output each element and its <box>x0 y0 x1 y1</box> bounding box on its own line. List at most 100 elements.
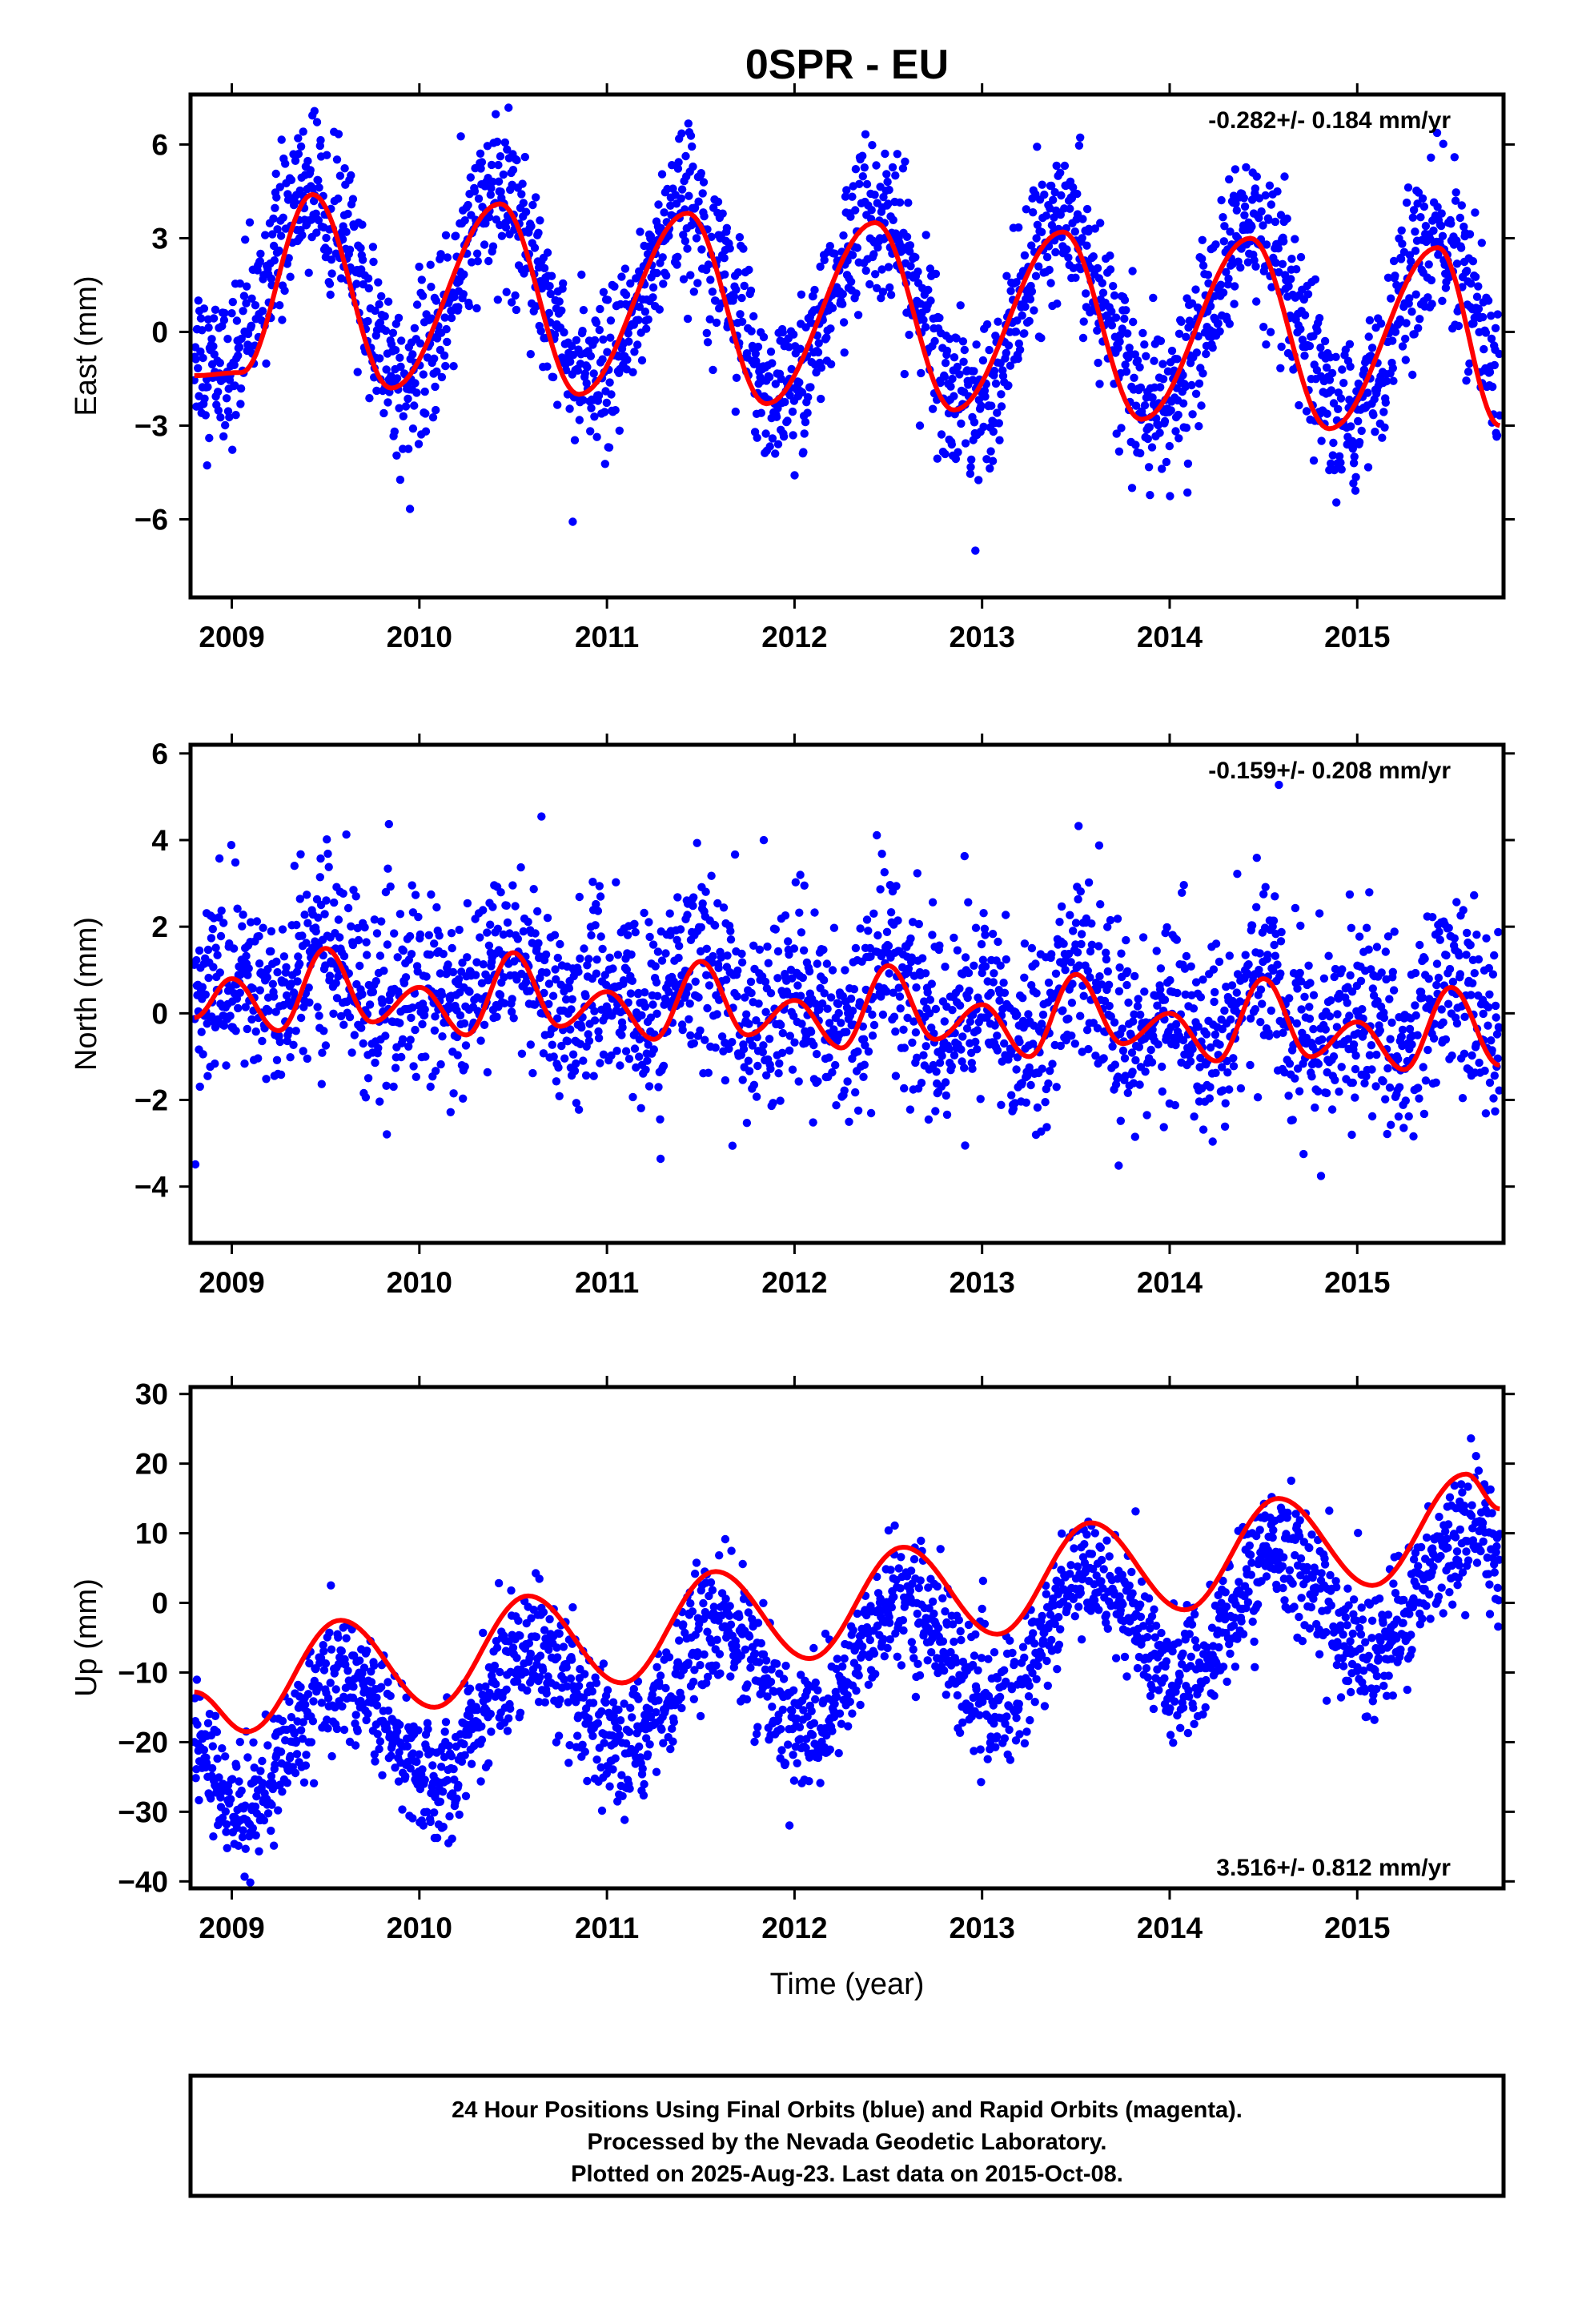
data-points-group <box>191 1434 1504 1887</box>
data-point <box>885 969 893 978</box>
data-point <box>950 1051 959 1060</box>
data-point <box>413 967 422 976</box>
data-point <box>1475 1058 1484 1068</box>
data-point <box>537 284 547 293</box>
data-point <box>618 1023 627 1032</box>
data-point <box>241 1844 250 1853</box>
data-point <box>619 976 628 985</box>
data-point <box>1261 191 1270 200</box>
data-point <box>891 171 900 180</box>
data-points-group <box>191 780 1504 1180</box>
data-point <box>935 1059 945 1068</box>
data-point <box>369 257 378 267</box>
data-point <box>998 372 1008 380</box>
data-point <box>227 309 236 318</box>
data-point <box>1491 1107 1500 1116</box>
data-point <box>587 931 596 940</box>
data-point <box>247 321 256 330</box>
data-point <box>194 364 203 372</box>
data-point <box>1285 994 1294 1003</box>
data-point <box>1114 447 1124 456</box>
data-point <box>923 988 932 997</box>
data-point <box>1152 947 1161 955</box>
data-point <box>941 449 950 459</box>
data-point <box>929 1060 938 1070</box>
data-point <box>1147 443 1157 452</box>
data-point <box>1083 967 1093 975</box>
data-point <box>657 170 667 179</box>
data-point <box>484 213 494 222</box>
data-point <box>1401 1096 1411 1105</box>
data-point <box>227 1795 235 1803</box>
data-point <box>895 992 905 1001</box>
data-point <box>1220 1006 1229 1015</box>
data-point <box>858 151 867 160</box>
data-point <box>1135 363 1144 372</box>
data-point <box>1362 1072 1371 1081</box>
data-point <box>679 275 689 283</box>
data-point <box>1202 349 1211 359</box>
data-point <box>278 925 287 934</box>
data-point <box>981 392 990 401</box>
data-point <box>578 327 587 336</box>
data-point <box>906 262 915 271</box>
data-point <box>1280 172 1289 181</box>
data-point <box>245 218 255 227</box>
data-point <box>577 270 586 279</box>
data-point <box>579 306 588 315</box>
data-point <box>1307 1072 1316 1081</box>
data-point <box>839 318 849 327</box>
x-tick-label: 2011 <box>575 1266 639 1299</box>
data-point <box>938 1051 946 1060</box>
data-point <box>209 314 219 323</box>
data-point <box>745 1019 753 1028</box>
data-point <box>317 1699 326 1707</box>
data-point <box>610 282 619 291</box>
data-point <box>958 1032 967 1041</box>
data-point <box>1299 1149 1308 1159</box>
data-point <box>524 917 532 927</box>
data-point <box>383 297 393 306</box>
data-point <box>1407 308 1416 316</box>
data-point <box>1480 1066 1489 1076</box>
data-point <box>240 1059 249 1068</box>
data-point <box>845 1117 853 1127</box>
data-point <box>677 185 687 194</box>
data-point <box>1474 955 1484 964</box>
data-point <box>1383 1129 1391 1139</box>
data-point <box>661 949 670 958</box>
x-tick-label: 2013 <box>950 621 1015 653</box>
data-point <box>962 1024 972 1033</box>
data-point <box>712 318 721 328</box>
data-point <box>456 1011 465 1020</box>
data-point <box>803 408 812 417</box>
data-point <box>1140 340 1149 349</box>
data-point <box>1481 328 1491 337</box>
data-point <box>1027 287 1037 296</box>
data-point <box>1225 1085 1234 1094</box>
data-point <box>1031 271 1041 280</box>
data-point <box>323 151 331 159</box>
data-point <box>754 999 763 1008</box>
data-point <box>1246 1060 1255 1070</box>
data-point <box>1387 1120 1395 1129</box>
data-point <box>1257 207 1266 216</box>
data-point <box>1378 433 1387 442</box>
data-point <box>1204 279 1213 287</box>
data-point <box>271 203 279 212</box>
data-point <box>331 1703 339 1712</box>
data-point <box>1432 128 1442 138</box>
data-point <box>1411 968 1420 978</box>
data-point <box>1455 951 1464 960</box>
data-point <box>1058 1006 1067 1015</box>
data-point <box>749 1080 759 1090</box>
data-point <box>1329 399 1339 408</box>
data-point <box>606 333 615 342</box>
data-point <box>303 891 311 899</box>
data-point <box>555 1092 564 1101</box>
data-point <box>912 983 921 992</box>
data-point <box>1042 1123 1051 1132</box>
data-point <box>893 916 902 925</box>
data-point <box>1394 1112 1403 1121</box>
data-point <box>882 170 891 179</box>
